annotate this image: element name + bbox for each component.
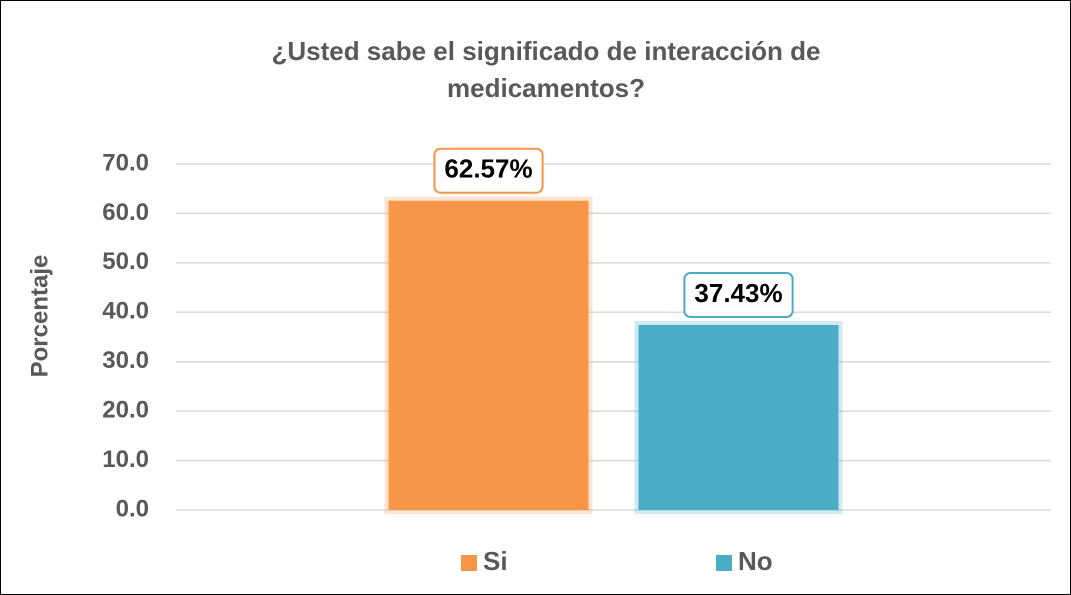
legend-label: No xyxy=(738,546,773,576)
bar xyxy=(384,196,593,514)
value-label-box xyxy=(433,147,544,194)
legend-label: Si xyxy=(483,546,508,576)
y-axis-label: Porcentaje xyxy=(26,255,53,378)
chart-title: ¿Usted sabe el significado de interacció… xyxy=(271,36,821,103)
legend-swatch xyxy=(716,555,732,571)
y-tick-label: 10.0 xyxy=(102,446,149,473)
y-tick-label: 50.0 xyxy=(102,248,149,275)
value-label: 37.43% xyxy=(694,278,782,308)
y-tick-label: 0.0 xyxy=(116,495,149,522)
y-tick-label: 20.0 xyxy=(102,396,149,423)
legend-swatch xyxy=(461,555,477,571)
y-tick-label: 60.0 xyxy=(102,199,149,226)
y-tick-label: 70.0 xyxy=(102,149,149,176)
value-label-box xyxy=(683,271,794,318)
bar xyxy=(634,320,843,514)
value-label: 62.57% xyxy=(444,154,532,184)
y-tick-label: 40.0 xyxy=(102,298,149,325)
y-tick-label: 30.0 xyxy=(102,347,149,374)
